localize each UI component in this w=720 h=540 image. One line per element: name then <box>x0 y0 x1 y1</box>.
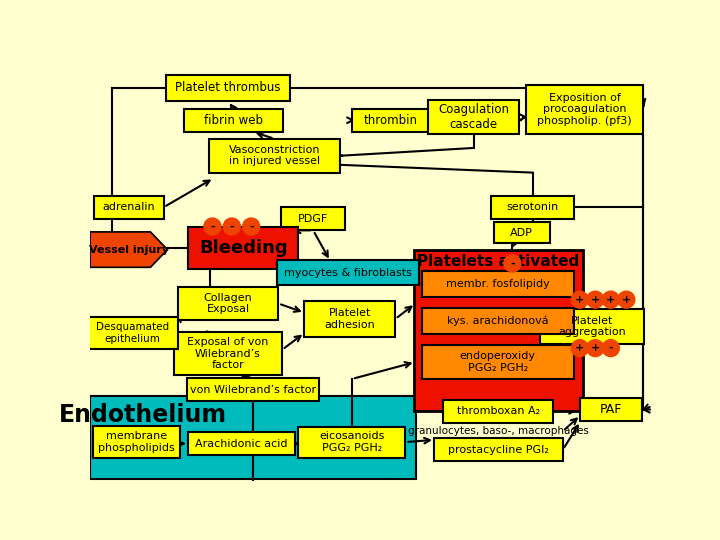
FancyBboxPatch shape <box>540 309 644 345</box>
Text: kys. arachidonová: kys. arachidonová <box>447 316 549 327</box>
FancyBboxPatch shape <box>299 427 405 457</box>
FancyBboxPatch shape <box>187 378 319 401</box>
Text: fibrin web: fibrin web <box>204 114 263 127</box>
Text: thrombin: thrombin <box>364 114 418 127</box>
FancyBboxPatch shape <box>414 249 583 411</box>
Text: Endothelium: Endothelium <box>58 403 227 427</box>
Text: +: + <box>575 343 585 353</box>
FancyBboxPatch shape <box>184 109 283 132</box>
Text: Platelet
aggregation: Platelet aggregation <box>558 316 626 338</box>
Text: +: + <box>590 343 600 353</box>
FancyBboxPatch shape <box>94 195 163 219</box>
Circle shape <box>587 340 604 356</box>
Text: prostacycline PGI₂: prostacycline PGI₂ <box>448 445 549 455</box>
Text: Collagen
Exposal: Collagen Exposal <box>204 293 252 314</box>
Text: endoperoxidy
PGG₂ PGH₂: endoperoxidy PGG₂ PGH₂ <box>459 351 536 373</box>
Text: von Wilebrand’s factor: von Wilebrand’s factor <box>189 384 316 395</box>
Circle shape <box>618 291 635 308</box>
FancyBboxPatch shape <box>90 396 415 479</box>
Text: +: + <box>606 295 616 305</box>
FancyBboxPatch shape <box>276 260 419 285</box>
Text: PDGF: PDGF <box>298 214 328 224</box>
Text: Bleeding: Bleeding <box>199 239 288 257</box>
Text: Platelet
adhesion: Platelet adhesion <box>324 308 375 330</box>
Text: Vessel injury: Vessel injury <box>89 245 168 254</box>
FancyBboxPatch shape <box>88 316 178 349</box>
FancyBboxPatch shape <box>188 432 294 455</box>
FancyBboxPatch shape <box>352 109 429 132</box>
Text: myocytes & fibroblasts: myocytes & fibroblasts <box>284 268 412 278</box>
FancyBboxPatch shape <box>178 287 279 320</box>
FancyBboxPatch shape <box>282 207 345 231</box>
Circle shape <box>587 291 604 308</box>
Text: Vasoconstriction
in injured vessel: Vasoconstriction in injured vessel <box>229 145 320 166</box>
FancyBboxPatch shape <box>428 100 519 134</box>
Circle shape <box>504 255 521 272</box>
Text: adrenalin: adrenalin <box>102 202 155 212</box>
Text: PAF: PAF <box>600 403 622 416</box>
Text: granulocytes, baso-, macrophages: granulocytes, baso-, macrophages <box>408 426 589 436</box>
FancyBboxPatch shape <box>174 332 282 375</box>
Circle shape <box>571 291 588 308</box>
Text: Exposal of von
Wilebrand’s
factor: Exposal of von Wilebrand’s factor <box>187 337 269 370</box>
Text: -: - <box>230 221 234 232</box>
Text: eicosanoids
PGG₂ PGH₂: eicosanoids PGG₂ PGH₂ <box>319 431 384 453</box>
Text: -: - <box>510 259 515 268</box>
FancyBboxPatch shape <box>580 398 642 421</box>
Text: Platelet thrombus: Platelet thrombus <box>175 82 281 94</box>
FancyBboxPatch shape <box>494 222 549 244</box>
FancyArrow shape <box>90 232 168 267</box>
Circle shape <box>204 218 221 235</box>
FancyBboxPatch shape <box>209 139 341 173</box>
Circle shape <box>571 340 588 356</box>
Text: serotonin: serotonin <box>506 202 559 212</box>
Text: Exposition of
procoagulation
phospholip. (pf3): Exposition of procoagulation phospholip.… <box>537 93 631 126</box>
FancyBboxPatch shape <box>422 271 574 298</box>
Text: Coagulation
cascade: Coagulation cascade <box>438 103 509 131</box>
Text: membr. fosfolipidy: membr. fosfolipidy <box>446 279 549 289</box>
FancyBboxPatch shape <box>189 227 299 269</box>
Circle shape <box>602 291 619 308</box>
Text: Platelets activated: Platelets activated <box>418 254 580 268</box>
Text: -: - <box>608 343 613 353</box>
Text: +: + <box>590 295 600 305</box>
Circle shape <box>602 340 619 356</box>
FancyBboxPatch shape <box>422 345 574 379</box>
Circle shape <box>223 218 240 235</box>
Text: -: - <box>249 221 253 232</box>
FancyBboxPatch shape <box>166 75 290 101</box>
FancyBboxPatch shape <box>434 438 563 461</box>
Text: -: - <box>210 221 215 232</box>
Circle shape <box>243 218 260 235</box>
Text: membrane
phospholipids: membrane phospholipids <box>98 431 175 453</box>
Text: +: + <box>621 295 631 305</box>
FancyBboxPatch shape <box>93 426 180 458</box>
Text: Desquamated
epithelium: Desquamated epithelium <box>96 322 169 343</box>
FancyBboxPatch shape <box>422 308 574 334</box>
FancyBboxPatch shape <box>304 301 395 336</box>
FancyBboxPatch shape <box>526 85 644 134</box>
Text: Arachidonic acid: Arachidonic acid <box>195 438 287 449</box>
Text: ADP: ADP <box>510 228 533 238</box>
FancyBboxPatch shape <box>444 400 554 423</box>
FancyBboxPatch shape <box>490 195 575 219</box>
Text: thromboxan A₂: thromboxan A₂ <box>457 406 540 416</box>
Text: +: + <box>575 295 585 305</box>
